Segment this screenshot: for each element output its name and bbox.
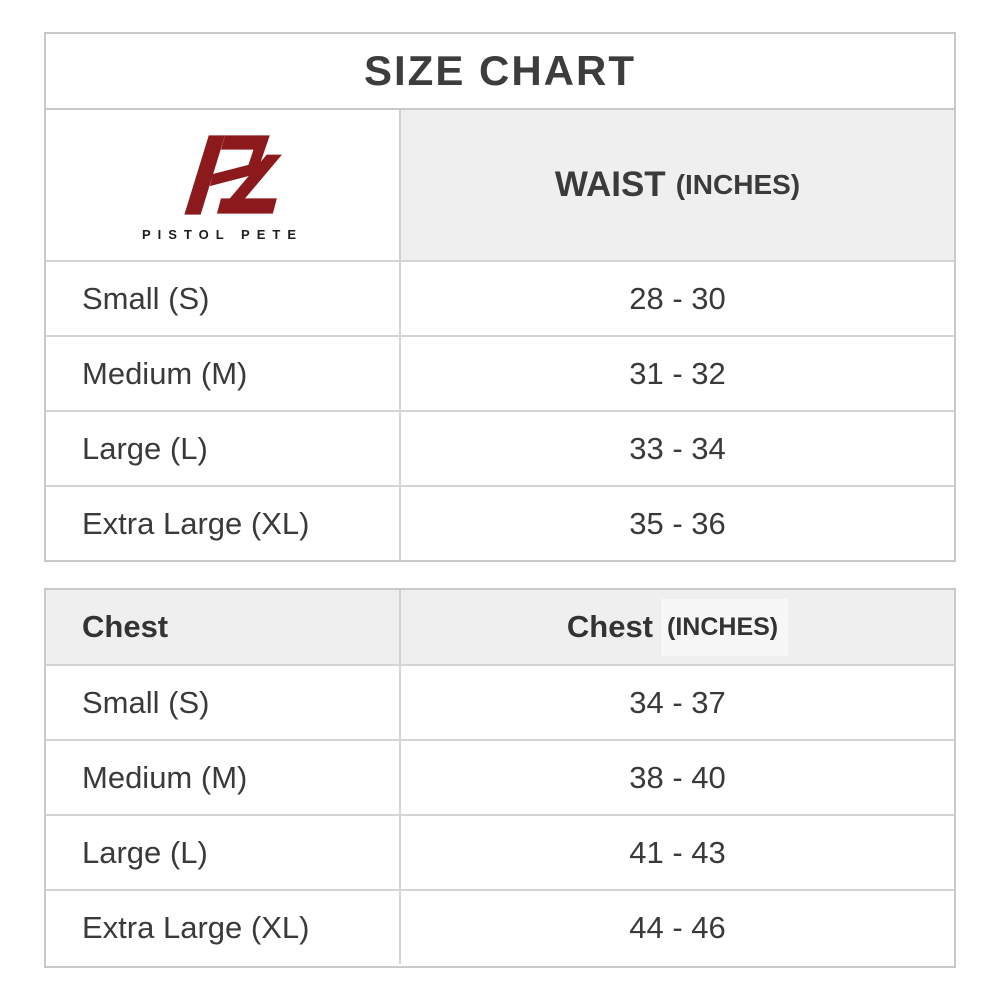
chest-header-unit: (INCHES) xyxy=(661,598,789,656)
page-title: SIZE CHART xyxy=(46,34,954,110)
waist-header-unit: (INCHES) xyxy=(675,169,801,200)
size-label-cell: Large (L) xyxy=(46,816,399,889)
waist-header-label: WAIST xyxy=(554,165,666,204)
table-row: Extra Large (XL) 44 - 46 xyxy=(46,889,954,964)
pistol-pete-monogram-icon xyxy=(183,134,282,215)
size-label-cell: Small (S) xyxy=(46,262,399,335)
waist-size-table: SIZE CHART PISTOL PETE WAIST (INCHES) Sm… xyxy=(44,32,956,562)
table-row: Medium (M) 38 - 40 xyxy=(46,739,954,814)
chest-table-header-row: Chest Chest (INCHES) xyxy=(46,590,954,664)
waist-column-header: WAIST (INCHES) xyxy=(399,110,954,260)
table-row: Small (S) 28 - 30 xyxy=(46,260,954,335)
table-row: Extra Large (XL) 35 - 36 xyxy=(46,485,954,560)
chest-header-label: Chest xyxy=(566,609,654,644)
range-value-cell: 34 - 37 xyxy=(399,666,954,739)
range-value-cell: 35 - 36 xyxy=(399,487,954,560)
chest-row-header: Chest xyxy=(46,590,399,664)
range-value-cell: 38 - 40 xyxy=(399,741,954,814)
range-value-cell: 28 - 30 xyxy=(399,262,954,335)
size-label-cell: Extra Large (XL) xyxy=(46,487,399,560)
waist-table-header-row: PISTOL PETE WAIST (INCHES) xyxy=(46,110,954,260)
table-row: Large (L) 33 - 34 xyxy=(46,410,954,485)
brand-name: PISTOL PETE xyxy=(141,226,304,242)
range-value-cell: 44 - 46 xyxy=(399,891,954,964)
brand-logo-cell: PISTOL PETE xyxy=(46,110,399,260)
table-row: Large (L) 41 - 43 xyxy=(46,814,954,889)
size-label-cell: Large (L) xyxy=(46,412,399,485)
range-value-cell: 41 - 43 xyxy=(399,816,954,889)
range-value-cell: 33 - 34 xyxy=(399,412,954,485)
table-row: Medium (M) 31 - 32 xyxy=(46,335,954,410)
size-label-cell: Medium (M) xyxy=(46,337,399,410)
table-row: Small (S) 34 - 37 xyxy=(46,664,954,739)
chest-column-header: Chest (INCHES) xyxy=(399,590,954,664)
size-label-cell: Medium (M) xyxy=(46,741,399,814)
size-label-cell: Small (S) xyxy=(46,666,399,739)
range-value-cell: 31 - 32 xyxy=(399,337,954,410)
chest-size-table: Chest Chest (INCHES) Small (S) 34 - 37 M… xyxy=(44,588,956,968)
size-label-cell: Extra Large (XL) xyxy=(46,891,399,964)
